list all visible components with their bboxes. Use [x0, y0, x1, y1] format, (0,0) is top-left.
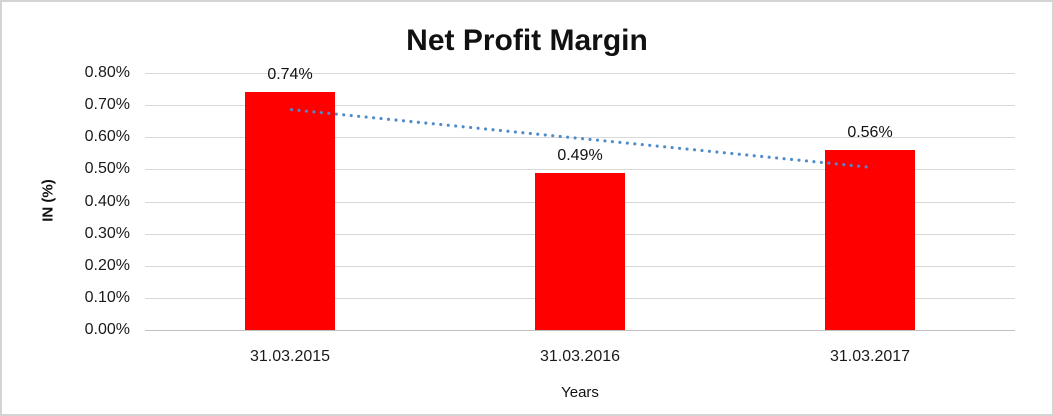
gridline: [145, 105, 1015, 107]
bar-31.03.2017: [825, 150, 915, 330]
x-tick-label: 31.03.2016: [539, 348, 621, 365]
y-tick-label: 0.30%: [84, 224, 130, 242]
bar-31.03.2015: [245, 92, 335, 330]
y-tick-label: 0.00%: [84, 321, 130, 338]
data-label: 0.56%: [847, 124, 893, 142]
y-tick-label: 0.10%: [84, 288, 130, 306]
y-tick-label: 0.50%: [84, 160, 130, 178]
y-tick-label: 0.80%: [84, 64, 130, 81]
gridline: [145, 73, 1015, 74]
data-label: 0.74%: [267, 66, 313, 84]
x-axis-title: Years: [561, 384, 599, 401]
data-label: 0.49%: [557, 146, 603, 164]
x-tick-label: 31.03.2017: [829, 348, 911, 365]
y-tick-label: 0.70%: [84, 96, 130, 114]
gridline: [145, 330, 1015, 331]
x-tick-label: 31.03.2015: [249, 348, 331, 365]
y-tick-label: 0.20%: [84, 256, 130, 274]
gridline: [145, 169, 1015, 171]
chart-title: Net Profit Margin: [406, 24, 648, 57]
y-tick-label: 0.40%: [84, 192, 130, 210]
y-tick-label: 0.60%: [84, 128, 130, 146]
bar-31.03.2016: [535, 172, 625, 330]
